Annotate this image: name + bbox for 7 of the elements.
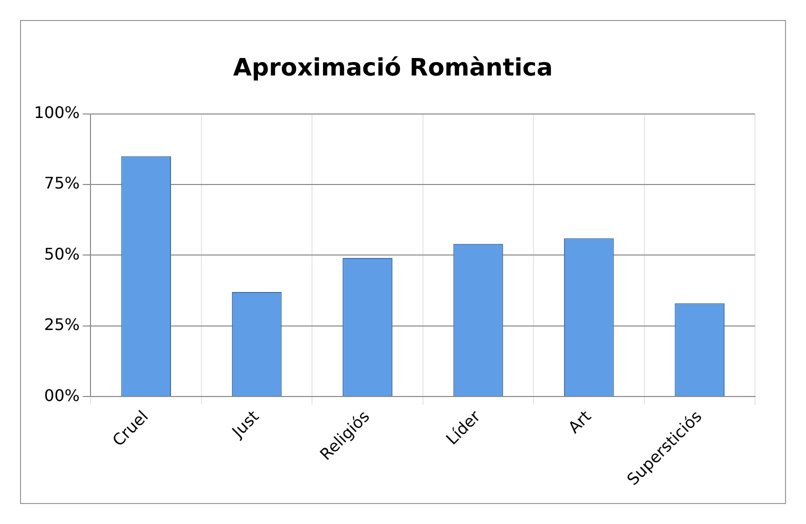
- chart-title: Aproximació Romàntica: [233, 54, 553, 82]
- y-tick-label: 100%: [34, 102, 80, 122]
- y-tick-label: 50%: [44, 244, 80, 264]
- y-tick-label: 75%: [44, 174, 80, 193]
- y-tick-label: 25%: [44, 315, 80, 334]
- x-tick-label: Art: [564, 406, 595, 438]
- y-tick-label: 00%: [44, 386, 80, 405]
